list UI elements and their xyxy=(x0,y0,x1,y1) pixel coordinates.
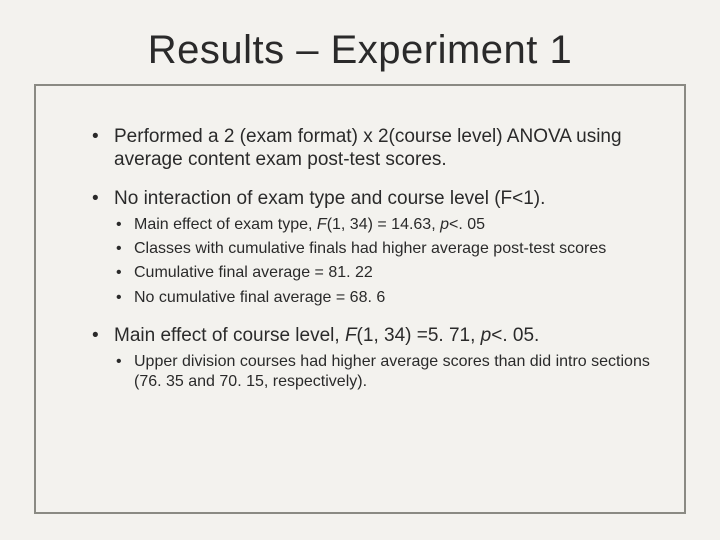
bullet-text: (1, 34) =5. 71, xyxy=(357,325,481,346)
sub-bullet-list: Upper division courses had higher averag… xyxy=(114,352,654,393)
sub-bullet-list: Main effect of exam type, F(1, 34) = 14.… xyxy=(114,215,654,309)
sub-bullet-item: Main effect of exam type, F(1, 34) = 14.… xyxy=(114,215,654,235)
bullet-list: Performed a 2 (exam format) x 2(course l… xyxy=(92,125,654,393)
bullet-text: Main effect of course level, xyxy=(114,325,345,346)
sub-bullet-item: No cumulative final average = 68. 6 xyxy=(114,288,654,308)
sub-text: Classes with cumulative finals had highe… xyxy=(134,240,606,257)
sub-bullet-item: Cumulative final average = 81. 22 xyxy=(114,263,654,283)
bullet-item: Main effect of course level, F(1, 34) =5… xyxy=(92,324,654,392)
sub-bullet-item: Upper division courses had higher averag… xyxy=(114,352,654,393)
bullet-item: Performed a 2 (exam format) x 2(course l… xyxy=(92,125,654,171)
sub-text: No cumulative final average = 68. 6 xyxy=(134,289,385,306)
sub-text: <. 05 xyxy=(449,216,485,233)
stat-symbol: F xyxy=(345,325,357,346)
sub-text: Cumulative final average = 81. 22 xyxy=(134,264,373,281)
slide-container: Results – Experiment 1 Performed a 2 (ex… xyxy=(0,0,720,540)
bullet-item: No interaction of exam type and course l… xyxy=(92,187,654,308)
sub-text: Upper division courses had higher averag… xyxy=(134,353,650,390)
stat-symbol: p xyxy=(440,216,449,233)
sub-text: (1, 34) = 14.63, xyxy=(327,216,440,233)
stat-symbol: F xyxy=(317,216,327,233)
stat-symbol: p xyxy=(481,325,492,346)
bullet-text: No interaction of exam type and course l… xyxy=(114,188,545,209)
bullet-text: Performed a 2 (exam format) x 2(course l… xyxy=(114,126,622,170)
slide-title: Results – Experiment 1 xyxy=(48,28,672,73)
sub-text: Main effect of exam type, xyxy=(134,216,317,233)
sub-bullet-item: Classes with cumulative finals had highe… xyxy=(114,239,654,259)
bullet-text: <. 05. xyxy=(491,325,539,346)
slide-content: Performed a 2 (exam format) x 2(course l… xyxy=(48,125,672,393)
